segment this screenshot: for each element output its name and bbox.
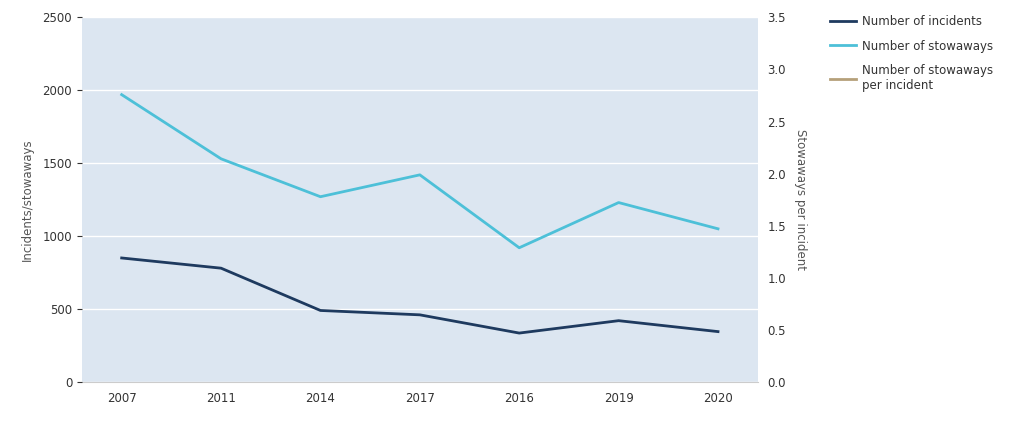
- Number of incidents: [116, 255, 128, 260]
- Number of stowaways: [414, 172, 426, 178]
- Number of stowaways
per incident: [314, 103, 327, 108]
- Number of stowaways
per incident: [712, 67, 724, 72]
- Number of stowaways: [116, 92, 128, 97]
- Number of stowaways: [215, 156, 227, 161]
- Line: Number of stowaways
per incident: Number of stowaways per incident: [122, 36, 718, 163]
- Number of incidents: [414, 312, 426, 317]
- Number of incidents: [314, 308, 327, 313]
- Number of stowaways
per incident: [513, 108, 525, 114]
- Number of incidents: [712, 329, 724, 334]
- Number of stowaways
per incident: [215, 161, 227, 166]
- Y-axis label: Stowaways per incident: Stowaways per incident: [795, 129, 808, 270]
- Number of stowaways
per incident: [612, 62, 625, 67]
- Number of stowaways: [712, 226, 724, 231]
- Number of incidents: [612, 318, 625, 323]
- Number of incidents: [513, 330, 525, 335]
- Legend: Number of incidents, Number of stowaways, Number of stowaways
per incident: Number of incidents, Number of stowaways…: [825, 10, 997, 97]
- Number of stowaways
per incident: [116, 132, 128, 137]
- Number of stowaways: [612, 200, 625, 205]
- Line: Number of incidents: Number of incidents: [122, 258, 718, 333]
- Number of stowaways
per incident: [414, 33, 426, 39]
- Number of stowaways: [513, 245, 525, 250]
- Line: Number of stowaways: Number of stowaways: [122, 95, 718, 248]
- Number of stowaways: [314, 194, 327, 199]
- Y-axis label: Incidents/stowaways: Incidents/stowaways: [22, 138, 34, 261]
- Number of incidents: [215, 266, 227, 271]
